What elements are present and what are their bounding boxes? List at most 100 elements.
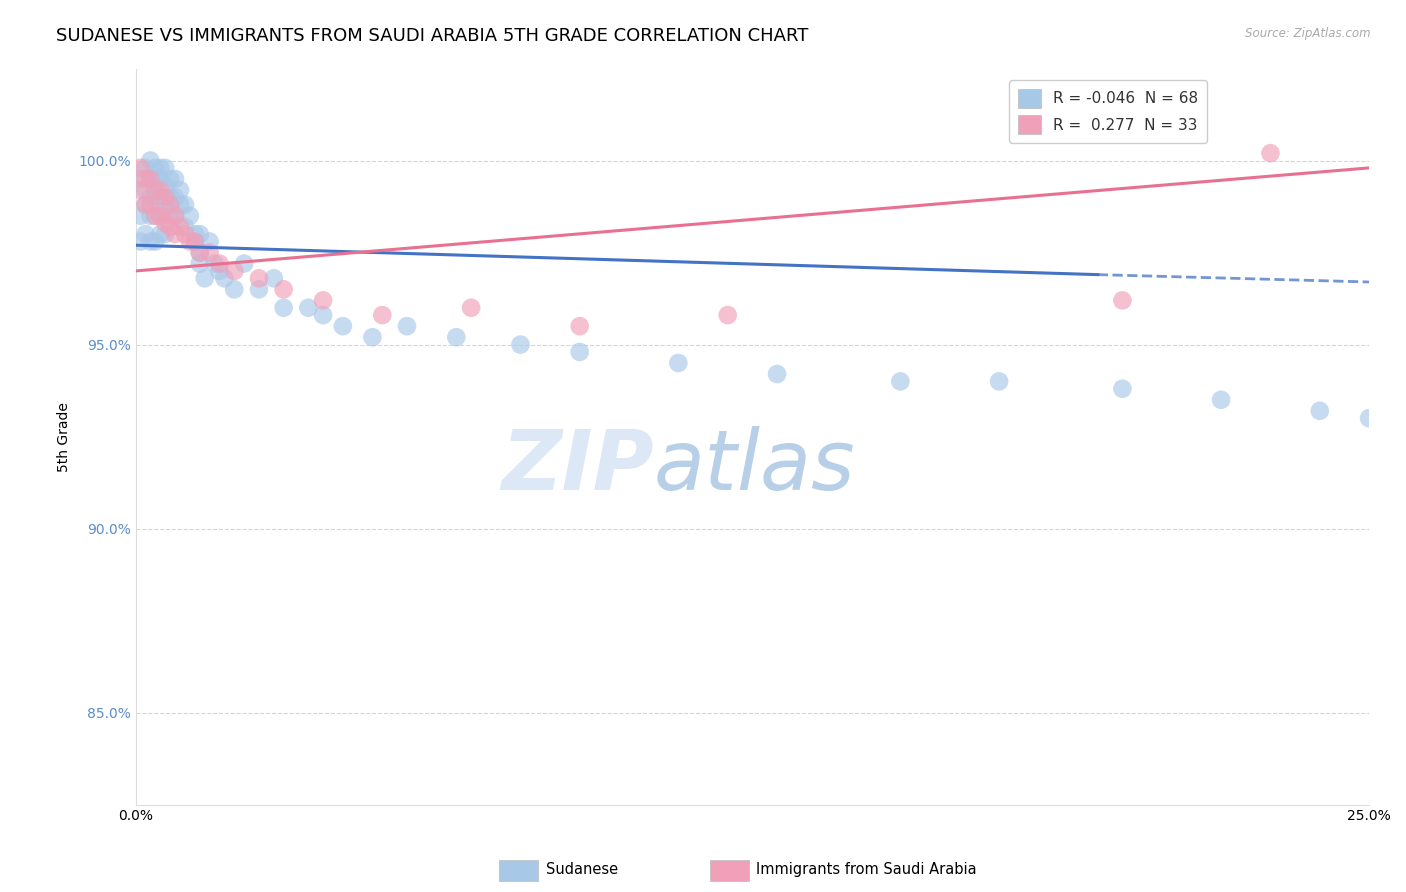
Point xyxy=(174,197,197,211)
Point xyxy=(224,264,246,278)
Point xyxy=(208,264,231,278)
Point xyxy=(139,197,162,211)
Point xyxy=(174,227,197,241)
Point xyxy=(568,319,591,334)
Point xyxy=(149,161,172,175)
Point xyxy=(129,183,152,197)
Point xyxy=(312,308,335,322)
Point xyxy=(134,172,156,186)
Point xyxy=(188,257,211,271)
Point xyxy=(1111,382,1133,396)
Point xyxy=(143,172,166,186)
Point xyxy=(666,356,689,370)
Point xyxy=(361,330,384,344)
Point xyxy=(509,337,531,351)
Point xyxy=(143,235,166,249)
Point xyxy=(134,197,156,211)
Point xyxy=(134,161,156,175)
Point xyxy=(134,227,156,241)
Point xyxy=(159,172,181,186)
Point xyxy=(169,183,191,197)
Point xyxy=(143,209,166,223)
Point xyxy=(143,209,166,223)
Point xyxy=(155,161,177,175)
Y-axis label: 5th Grade: 5th Grade xyxy=(58,401,72,472)
Point xyxy=(129,172,152,186)
Point xyxy=(169,219,191,234)
Point xyxy=(184,235,207,249)
Point xyxy=(273,282,295,296)
Point xyxy=(149,172,172,186)
Point xyxy=(889,375,911,389)
Point xyxy=(1309,404,1331,418)
Point xyxy=(371,308,394,322)
Text: SUDANESE VS IMMIGRANTS FROM SAUDI ARABIA 5TH GRADE CORRELATION CHART: SUDANESE VS IMMIGRANTS FROM SAUDI ARABIA… xyxy=(56,27,808,45)
Point xyxy=(208,257,231,271)
Text: atlas: atlas xyxy=(654,425,855,507)
Point xyxy=(143,161,166,175)
Point xyxy=(1358,411,1381,425)
Point xyxy=(165,209,187,223)
Point xyxy=(165,190,187,204)
Text: ZIP: ZIP xyxy=(501,425,654,507)
Text: Immigrants from Saudi Arabia: Immigrants from Saudi Arabia xyxy=(756,863,977,877)
Point xyxy=(179,209,201,223)
Point xyxy=(188,245,211,260)
Point xyxy=(134,197,156,211)
Point xyxy=(143,183,166,197)
Point xyxy=(129,209,152,223)
Point xyxy=(159,219,181,234)
Point xyxy=(717,308,740,322)
Text: Source: ZipAtlas.com: Source: ZipAtlas.com xyxy=(1246,27,1371,40)
Point xyxy=(139,235,162,249)
Point xyxy=(179,235,201,249)
Point xyxy=(155,197,177,211)
Point xyxy=(198,245,221,260)
Point xyxy=(312,293,335,308)
Point xyxy=(214,271,236,285)
Point xyxy=(165,172,187,186)
Point xyxy=(149,209,172,223)
Point xyxy=(568,345,591,359)
Point xyxy=(159,197,181,211)
Point xyxy=(184,227,207,241)
Point xyxy=(273,301,295,315)
Point xyxy=(184,235,207,249)
Point xyxy=(188,227,211,241)
Point xyxy=(174,219,197,234)
Point xyxy=(155,227,177,241)
Point xyxy=(139,190,162,204)
Point xyxy=(766,367,789,381)
Point xyxy=(134,183,156,197)
Text: Sudanese: Sudanese xyxy=(546,863,617,877)
Point xyxy=(1209,392,1232,407)
Point xyxy=(155,190,177,204)
Point xyxy=(297,301,319,315)
Point xyxy=(155,216,177,230)
Point xyxy=(143,190,166,204)
Point xyxy=(460,301,482,315)
Point xyxy=(159,209,181,223)
Point xyxy=(446,330,468,344)
Point xyxy=(139,172,162,186)
Point xyxy=(139,209,162,223)
Point xyxy=(139,153,162,168)
Point xyxy=(169,197,191,211)
Point xyxy=(139,172,162,186)
Point xyxy=(224,282,246,296)
Point xyxy=(1260,146,1282,161)
Point xyxy=(149,183,172,197)
Point xyxy=(149,227,172,241)
Point xyxy=(263,271,285,285)
Point xyxy=(165,227,187,241)
Point xyxy=(165,209,187,223)
Legend: R = -0.046  N = 68, R =  0.277  N = 33: R = -0.046 N = 68, R = 0.277 N = 33 xyxy=(1008,80,1208,143)
Point xyxy=(149,209,172,223)
Point xyxy=(332,319,354,334)
Point xyxy=(159,190,181,204)
Point xyxy=(247,271,270,285)
Point xyxy=(188,245,211,260)
Point xyxy=(247,282,270,296)
Point xyxy=(129,235,152,249)
Point xyxy=(988,375,1011,389)
